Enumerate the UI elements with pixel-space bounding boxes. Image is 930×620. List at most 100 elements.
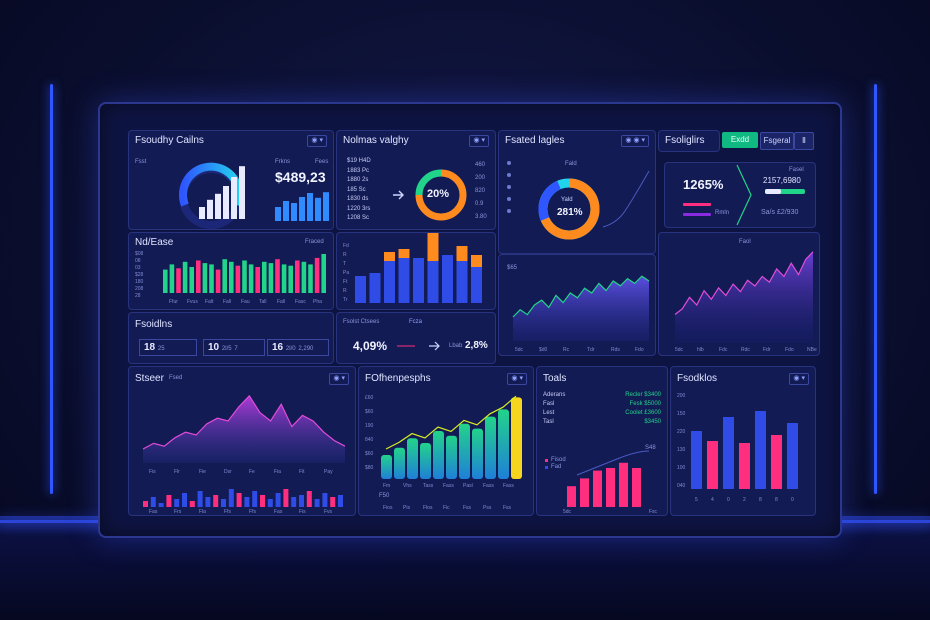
gauge-donut <box>179 162 329 229</box>
x-tick: Fdo <box>785 347 794 353</box>
bar <box>413 258 424 303</box>
primary-button[interactable]: Exdd <box>722 132 758 148</box>
bar <box>202 263 208 293</box>
x-tick: Pis <box>403 505 410 511</box>
list-item: $19 H4D <box>347 158 371 164</box>
x-tick: Fia <box>274 469 281 475</box>
panel-sub: Fsst <box>135 159 147 165</box>
bar <box>143 501 148 507</box>
row-value: Coolet £3600 <box>625 410 661 416</box>
dashboard-screen: Fsoudhy Cailns ◉ ▾ Fsst Frkns Fees $489,… <box>98 102 842 538</box>
x-tick: Tall <box>259 299 267 305</box>
list-row: Tasl $3450 <box>543 418 661 427</box>
list-item: 1220 3rs <box>347 205 371 212</box>
bar-group <box>199 166 245 219</box>
x-tick: Fit <box>299 469 305 475</box>
panel-title: Stseer <box>135 373 164 384</box>
panel-title: Fsoidlns <box>135 319 173 330</box>
bar <box>384 261 395 303</box>
x-tick: Fis <box>299 509 306 515</box>
kpi-3: 16 2l/0 2,290 <box>267 339 329 356</box>
metric-value: 4,09% <box>353 339 388 353</box>
row-label: 28 <box>135 293 141 299</box>
value-list: $19 H4D 1883 Pc 1880 2s 185 Sc 1830 ds 1220 3… <box>347 157 371 224</box>
legend-swatch <box>545 466 548 469</box>
bar <box>322 493 328 507</box>
row-label: Tr <box>343 297 348 303</box>
panel-menu-button[interactable]: ◉ ▾ <box>789 373 809 385</box>
bar <box>169 264 175 293</box>
bar <box>771 435 782 489</box>
x-tick: 8 <box>775 497 778 503</box>
bar <box>207 199 213 219</box>
panel-fsolst-ctsees: Fsolst Ctsees Fcza 4,09% Lbab 2,8% <box>336 312 496 364</box>
list-item: 0.9 <box>475 201 484 207</box>
bar-line-chart: £60 $60 190 840 $60 $80 Fm Vhs Tass Fass Pasl Fass F… <box>365 395 522 511</box>
legend-swatch <box>545 459 548 462</box>
right-glow-line <box>874 84 877 494</box>
x-tick: Fss <box>463 505 472 511</box>
list-row: Fasl Fesk $5000 <box>543 400 661 409</box>
panel-menu-button[interactable]: ◉ ◉ ▾ <box>621 135 649 147</box>
x-tick: Vhs <box>403 483 412 489</box>
bar <box>163 269 168 293</box>
legend-label: Fraced <box>305 239 324 245</box>
panel-title: Toals <box>543 373 567 384</box>
bar <box>174 499 180 507</box>
panel-menu-button[interactable]: ◉ ▾ <box>307 135 327 147</box>
bar <box>472 428 483 479</box>
x-tick: 4 <box>711 497 714 503</box>
panel-menu-button[interactable]: ◉ ▾ <box>329 373 349 385</box>
panel-title: Nd/Ease <box>135 237 174 248</box>
row-label: R <box>343 252 347 258</box>
bar <box>222 259 227 293</box>
x-tick: Fe <box>249 469 255 475</box>
right-list: 460 200 820 0.9 3.80 <box>475 159 487 224</box>
pause-button[interactable]: Ⅱ <box>794 132 814 150</box>
x-tick: 5dc <box>675 347 684 353</box>
bar <box>158 503 164 507</box>
panel-tag: Fcza <box>409 319 423 325</box>
x-tick: Fvus <box>187 299 198 305</box>
row-label: Lest <box>543 410 555 416</box>
bar <box>299 495 304 507</box>
bar <box>323 192 329 221</box>
caption: $65 <box>507 265 518 271</box>
list-item: 1208 Sc <box>347 215 370 221</box>
bar-group-right <box>275 192 329 221</box>
bar <box>267 499 273 507</box>
list-item: 1883 Pc <box>347 167 370 174</box>
panel-stacked-bars: Fd R T Pa Ft R Tr <box>336 232 496 310</box>
bar <box>315 197 321 221</box>
x-tick: Fic <box>443 505 450 511</box>
bar <box>248 264 254 293</box>
x-tick: 2 <box>743 497 746 503</box>
panel-fsodklos: Fsodklos ◉ ▾ 200 150 220 130 100 040 5 4 0 2 8 8 0 <box>670 366 816 516</box>
x-tick: Fasc <box>295 299 306 305</box>
secondary-button[interactable]: Fsgeral <box>760 132 794 150</box>
bar-stack <box>398 249 410 258</box>
bar <box>275 207 281 221</box>
x-tick: Flos <box>423 505 433 511</box>
panel-menu-button[interactable]: ◉ ▾ <box>507 373 527 385</box>
x-tick: Fass <box>483 483 494 489</box>
list-item: 200 <box>475 175 486 181</box>
area-line <box>674 251 814 315</box>
row-label: 200 <box>677 393 686 399</box>
bar <box>433 431 444 479</box>
panel-fsoudhy-cailns: Fsoudhy Cailns ◉ ▾ Fsst Frkns Fees $489,… <box>128 130 334 230</box>
x-tick: Fss <box>503 505 512 511</box>
bar-chart: 200 150 220 130 100 040 5 4 0 2 8 8 0 <box>677 393 798 503</box>
row-label: Pa <box>343 270 349 276</box>
list-item: 3.80 <box>475 214 487 220</box>
bar <box>197 491 203 507</box>
stat-label: Frkns <box>275 159 290 165</box>
panel-menu-button[interactable]: ◉ ▾ <box>469 135 489 147</box>
bar <box>215 193 221 219</box>
bar <box>787 423 798 489</box>
bar <box>255 267 260 293</box>
row-label: $60 <box>365 409 374 415</box>
bar <box>471 267 482 303</box>
